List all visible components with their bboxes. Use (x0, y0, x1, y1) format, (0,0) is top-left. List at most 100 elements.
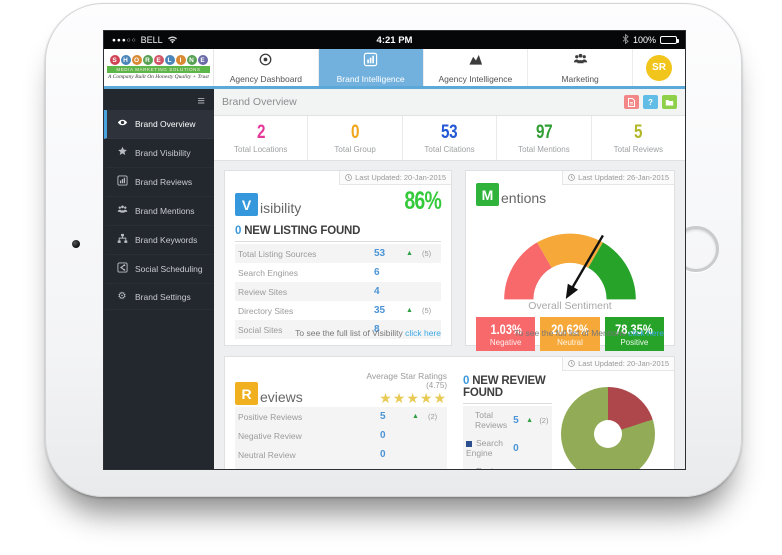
sidebar-item-label: Brand Keywords (135, 235, 198, 245)
bluetooth-icon (622, 33, 629, 46)
new-review-header: 0 NEW REVIEW FOUND (463, 375, 552, 404)
clock-icon (345, 174, 352, 181)
table-row: Total Reviews 5 ▲ (2) (463, 406, 552, 434)
visibility-click-here-link[interactable]: click here (405, 328, 441, 338)
stat-value: 97 (535, 122, 553, 143)
gauge-needle (565, 234, 604, 299)
screen: ●●●○○ BELL 4:21 PM 100% (104, 31, 685, 469)
tablet-camera (72, 240, 80, 248)
stat-total-citations: 53 Total Citations (403, 116, 498, 160)
signal-strength-icon: ●●●○○ (112, 36, 137, 44)
positive-sentiment-box: 78.35% Positive (604, 317, 664, 351)
stat-label: Total Reviews (613, 145, 663, 154)
tab-agency-intelligence[interactable]: Agency Intelligence (423, 49, 529, 86)
tab-agency-dashboard[interactable]: Agency Dashboard (214, 49, 319, 86)
table-row: Directory Sites 35 ▲ (5) (235, 301, 441, 320)
tab-marketing[interactable]: Marketing (528, 49, 633, 86)
clock-icon (568, 174, 575, 181)
sidebar-item-brand-keywords[interactable]: Brand Keywords (104, 226, 214, 255)
logo-subtitle: MEDIA MARKETING SOLUTIONS (107, 66, 210, 73)
visibility-title: isibility (260, 199, 302, 216)
reviews-letter-icon: R (235, 382, 258, 405)
sidebar-item-label: Brand Mentions (135, 206, 195, 216)
up-arrow-icon: ▲ (406, 307, 413, 314)
help-button[interactable]: ? (643, 95, 658, 109)
visibility-footer: To see the full list of Visibility click… (295, 328, 441, 338)
wifi-icon (167, 35, 178, 46)
stat-label: Total Mentions (518, 145, 570, 154)
mentions-footer: To see the full list of Mentions click h… (514, 328, 664, 338)
page-title: Brand Overview (222, 96, 297, 108)
sentiment-gauge: Overall Sentiment (476, 208, 664, 312)
sidebar-item-social-scheduling[interactable]: Social Scheduling (104, 255, 214, 284)
bar-chart-icon (116, 175, 128, 189)
overall-sentiment-label: Overall Sentiment (528, 300, 612, 312)
sidebar-item-brand-visibility[interactable]: Brand Visibility (104, 139, 214, 168)
table-row: Review Site 1 ▲(1) (463, 462, 552, 469)
stat-total-locations: 2 Total Locations (214, 116, 309, 160)
tab-brand-intelligence[interactable]: Brand Intelligence (318, 49, 424, 86)
negative-sentiment-box: 1.03% Negative (476, 317, 536, 351)
share-icon (116, 262, 128, 276)
legend-swatch (466, 440, 472, 447)
visibility-panel: Last Updated: 20-Jan-2015 V isibility 86… (224, 170, 452, 346)
table-row: Search Engines 6 (238, 267, 380, 278)
export-pdf-button[interactable] (624, 95, 639, 109)
new-review-column: 0 NEW REVIEW FOUND Total Reviews 5 ▲ (2) S… (463, 365, 552, 469)
stat-value: 53 (441, 122, 458, 143)
last-updated-chip: Last Updated: 26-Jan-2015 (562, 171, 674, 185)
neutral-sentiment-box: 20.62% Neutral (540, 317, 600, 351)
stat-label: Total Group (334, 145, 376, 154)
new-listing-header: 0 NEW LISTING FOUND (235, 225, 441, 242)
avatar-cell: SR (633, 49, 685, 86)
status-bar: ●●●○○ BELL 4:21 PM 100% (104, 31, 685, 49)
stat-label: Total Citations (424, 145, 475, 154)
carrier-label: BELL (140, 35, 163, 45)
stat-value: 2 (256, 122, 265, 143)
stat-value: 5 (634, 122, 643, 143)
table-row: Neutral Review 0 (235, 445, 447, 464)
up-arrow-icon: ▲ (412, 413, 419, 420)
stat-label: Total Locations (234, 145, 288, 154)
sidebar-item-brand-overview[interactable]: Brand Overview (104, 110, 214, 139)
main-content: Brand Overview ? (214, 89, 685, 469)
user-avatar[interactable]: SR (646, 54, 672, 81)
tablet-frame: ●●●○○ BELL 4:21 PM 100% (45, 3, 742, 497)
sidebar-item-label: Brand Settings (135, 291, 191, 302)
star-rating-icons: ★★★★★ (379, 390, 447, 406)
summary-stats: 2 Total Locations 0 Total Group 53 Total… (214, 116, 685, 161)
clock-time: 4:21 PM (376, 34, 413, 46)
tab-label: Agency Intelligence (438, 73, 513, 84)
mentions-title: entions (501, 189, 547, 206)
donut-hole (594, 420, 622, 448)
sidebar-item-label: Brand Overview (135, 119, 196, 129)
battery-icon (660, 36, 679, 44)
table-row: Review Sites 4 (235, 282, 441, 301)
visibility-letter-icon: V (235, 193, 258, 216)
sidebar-item-brand-settings[interactable]: ⚙ Brand Settings (104, 284, 214, 310)
reviews-summary-column: R eviews Average Star Ratings (4.75) ★★★… (235, 365, 447, 469)
battery-percent-label: 100% (632, 35, 656, 45)
stat-total-group: 0 Total Group (308, 116, 403, 160)
reviews-panel: Last Updated: 20-Jan-2015 R eviews (224, 356, 675, 469)
review-donut-chart (561, 387, 655, 469)
sentiment-boxes: 1.03% Negative 20.62% Neutral 78.35% Positi… (476, 317, 664, 351)
sidebar-item-brand-reviews[interactable]: Brand Reviews (104, 168, 214, 197)
area-chart-icon (468, 52, 483, 72)
sidebar-item-brand-mentions[interactable]: Brand Mentions (104, 197, 214, 226)
reviews-title: eviews (260, 389, 303, 405)
bar-chart-icon (363, 52, 378, 72)
sidebar-item-label: Brand Visibility (135, 148, 191, 158)
sidebar-item-label: Brand Reviews (135, 177, 193, 187)
average-star-ratings: Average Star Ratings (4.75) ★★★★★ (366, 371, 447, 406)
hamburger-menu-icon[interactable]: ≡ (197, 93, 205, 108)
tab-label: Marketing (561, 73, 599, 84)
mentions-click-here-link[interactable]: click here (628, 328, 664, 338)
visibility-table: Total Listing Sources 53 ▲ (5) Search Engi… (235, 244, 441, 339)
stat-total-reviews: 5 Total Reviews (592, 116, 685, 160)
folder-button[interactable] (662, 95, 677, 109)
